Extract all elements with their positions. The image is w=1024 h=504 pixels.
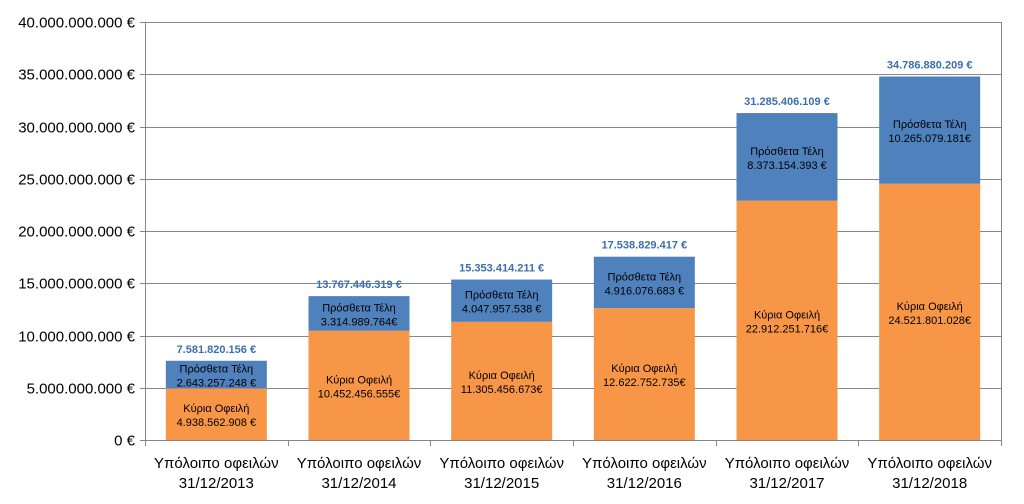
- series-name-label: Πρόσθετα Τέλη: [180, 364, 254, 376]
- series-name-label: Κύρια Οφειλή: [897, 301, 963, 313]
- x-tick-label: Υπόλοιπο οφειλών: [154, 455, 279, 472]
- total-label: 13.767.446.319 €: [316, 279, 402, 291]
- bar-segment-main-debt: [736, 200, 838, 440]
- x-tick-label: 31/12/2018: [892, 475, 967, 492]
- total-label: 17.538.829.417 €: [602, 240, 688, 252]
- y-tick-label: 35.000.000.000 €: [18, 67, 135, 84]
- data-label: 10.265.079.181€: [888, 133, 971, 145]
- x-tick-label: Υπόλοιπο οφειλών: [725, 455, 850, 472]
- x-tick-label: Υπόλοιπο οφειλών: [297, 455, 422, 472]
- y-tick-label: 15.000.000.000 €: [18, 276, 135, 293]
- y-tick-label: 40.000.000.000 €: [18, 15, 135, 32]
- series-name-label: Κύρια Οφειλή: [754, 309, 820, 321]
- series-name-label: Πρόσθετα Τέλη: [608, 271, 682, 283]
- bar-segment-main-debt: [593, 308, 695, 440]
- series-name-label: Πρόσθετα Τέλη: [893, 119, 967, 131]
- y-axis: 0 € 5.000.000.000 € 10.000.000.000 € 15.000…: [18, 15, 1002, 450]
- data-label: 10.452.456.555€: [318, 388, 401, 400]
- data-label: 22.912.251.716€: [746, 323, 829, 335]
- data-label: 2.643.257.248 €: [177, 378, 257, 390]
- x-tick-label: Υπόλοιπο οφειλών: [582, 455, 707, 472]
- series-name-label: Κύρια Οφειλή: [611, 363, 677, 375]
- y-tick-label: 30.000.000.000 €: [18, 120, 135, 137]
- y-tick-label: 10.000.000.000 €: [18, 329, 135, 346]
- bar-segment-additional-fees: [165, 360, 267, 389]
- series-name-label: Πρόσθετα Τέλη: [322, 302, 396, 314]
- bar-segment-main-debt: [451, 321, 553, 440]
- data-label: 3.314.989.764€: [321, 316, 397, 328]
- series-name-label: Κύρια Οφειλή: [183, 403, 249, 415]
- bar-segment-additional-fees: [593, 256, 695, 309]
- y-tick-label: 5.000.000.000 €: [27, 381, 136, 398]
- bar-segment-additional-fees: [736, 113, 838, 201]
- data-label: 12.622.752.735€: [603, 377, 686, 389]
- total-label: 31.285.406.109 €: [744, 96, 830, 108]
- series-name-label: Πρόσθετα Τέλη: [750, 146, 824, 158]
- data-label: 4.916.076.683 €: [605, 285, 685, 297]
- x-tick-label: 31/12/2017: [749, 475, 824, 492]
- y-tick-label: 25.000.000.000 €: [18, 172, 135, 189]
- data-label: 8.373.154.393 €: [747, 160, 827, 172]
- bar-segment-main-debt: [165, 388, 267, 440]
- series-name-label: Κύρια Οφειλή: [326, 374, 392, 386]
- x-tick-label: Υπόλοιπο οφειλών: [867, 455, 992, 472]
- y-tick-label: 20.000.000.000 €: [18, 224, 135, 241]
- series-name-label: Πρόσθετα Τέλη: [465, 290, 539, 302]
- x-tick-label: 31/12/2016: [607, 475, 682, 492]
- y-tick-label: 0 €: [114, 433, 136, 450]
- x-tick-label: 31/12/2015: [464, 475, 539, 492]
- x-axis: Υπόλοιπο οφειλών 31/12/2013 Υπόλοιπο οφειλ…: [154, 440, 992, 492]
- series-name-label: Κύρια Οφειλή: [469, 370, 535, 382]
- total-label: 34.786.880.209 €: [887, 59, 973, 71]
- bar-segment-additional-fees: [879, 76, 981, 184]
- data-label: 4.047.957.538 €: [462, 304, 542, 316]
- x-tick-label: 31/12/2014: [321, 475, 396, 492]
- bar-segment-additional-fees: [451, 279, 553, 322]
- x-tick-label: 31/12/2013: [179, 475, 254, 492]
- x-tick-label: Υπόλοιπο οφειλών: [439, 455, 564, 472]
- data-label: 11.305.456.673€: [461, 384, 543, 396]
- bar-segment-main-debt: [308, 330, 410, 440]
- bar-segment-additional-fees: [308, 296, 410, 331]
- data-label: 4.938.562.908 €: [177, 417, 257, 429]
- gridlines: [140, 22, 1001, 441]
- bars: Κύρια Οφειλή 4.938.562.908 € Πρόσθετα Τέλη…: [165, 59, 981, 440]
- total-label: 7.581.820.156 €: [177, 344, 257, 356]
- data-label: 24.521.801.028€: [888, 315, 971, 327]
- total-label: 15.353.414.211 €: [459, 263, 544, 275]
- bar-segment-main-debt: [879, 183, 981, 440]
